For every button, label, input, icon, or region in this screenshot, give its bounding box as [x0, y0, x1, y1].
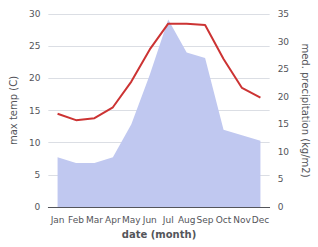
- svg-text:10: 10: [29, 138, 41, 148]
- svg-text:0: 0: [278, 202, 284, 212]
- svg-text:35: 35: [278, 9, 289, 19]
- svg-text:Dec: Dec: [252, 215, 269, 225]
- svg-text:10: 10: [278, 147, 290, 157]
- svg-text:Apr: Apr: [105, 215, 121, 225]
- svg-text:25: 25: [278, 64, 289, 74]
- svg-text:15: 15: [29, 106, 40, 116]
- svg-text:Sep: Sep: [197, 215, 214, 225]
- svg-text:Oct: Oct: [216, 215, 232, 225]
- svg-text:15: 15: [278, 119, 289, 129]
- svg-text:max temp (C): max temp (C): [8, 76, 19, 145]
- svg-text:Mar: Mar: [86, 215, 103, 225]
- svg-text:30: 30: [278, 37, 290, 47]
- svg-text:Jun: Jun: [142, 215, 157, 225]
- svg-text:5: 5: [35, 170, 41, 180]
- svg-text:30: 30: [29, 9, 41, 19]
- svg-text:Nov: Nov: [233, 215, 251, 225]
- svg-text:med. precipitation (kg/m2): med. precipitation (kg/m2): [300, 43, 311, 177]
- svg-text:0: 0: [35, 202, 41, 212]
- svg-text:Jul: Jul: [162, 215, 174, 225]
- svg-text:date (month): date (month): [122, 229, 196, 240]
- svg-text:May: May: [122, 215, 141, 225]
- svg-text:5: 5: [278, 174, 284, 184]
- svg-text:20: 20: [278, 92, 290, 102]
- svg-text:Aug: Aug: [178, 215, 196, 225]
- svg-text:Jan: Jan: [50, 215, 65, 225]
- svg-text:20: 20: [29, 73, 41, 83]
- svg-text:25: 25: [29, 41, 40, 51]
- svg-text:Feb: Feb: [68, 215, 84, 225]
